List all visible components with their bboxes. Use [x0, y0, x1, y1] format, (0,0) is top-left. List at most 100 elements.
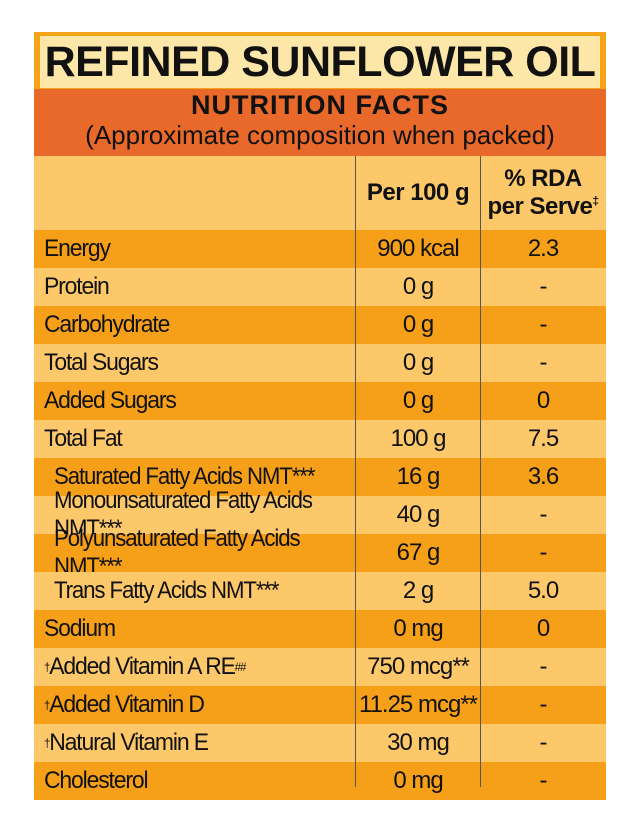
- per-100g-amount: 0 mg: [393, 615, 443, 642]
- per-100g-value: 30 mg: [355, 724, 481, 762]
- per-100g-value: 0 g: [355, 268, 481, 306]
- column-header-rda-text: % RDA per Serve‡: [480, 165, 606, 221]
- per-100g-value: 900 kcal: [355, 230, 481, 268]
- per-100g-amount: 16 g: [396, 463, 441, 490]
- nutrition-facts-header: NUTRITION FACTS (Approximate composition…: [34, 89, 606, 156]
- column-header-rda-mark: ‡: [592, 194, 599, 208]
- per-100g-amount: 0 mg: [393, 767, 443, 794]
- per-100g-amount: 900 kcal: [377, 235, 459, 262]
- rda-value: 0: [536, 387, 550, 414]
- per-100g-mark: **: [452, 653, 470, 680]
- column-header-rda-line1: % RDA: [504, 165, 582, 192]
- per-100g-value: 16 g: [355, 458, 481, 496]
- column-header-per-100g-label: Per 100 g: [366, 179, 470, 206]
- table-row: Protein 0 g -: [34, 268, 606, 306]
- per-100g-value: 100 g: [355, 420, 481, 458]
- nutrient-name: † Added Vitamin D: [44, 691, 205, 718]
- per-100g-amount: 100 g: [390, 425, 446, 452]
- nutrient-name: † Added Vitamin A RE ##: [44, 653, 246, 680]
- table-row: Added Sugars 0 g 0: [34, 382, 606, 420]
- table-header-row: Per 100 g % RDA per Serve‡: [34, 156, 606, 230]
- per-100g-amount: 67 g: [396, 539, 441, 566]
- nutrition-facts-heading: NUTRITION FACTS: [191, 90, 449, 120]
- table-row: Cholesterol 0 mg -: [34, 762, 606, 800]
- nutrient-name: Total Sugars: [44, 344, 369, 382]
- table-row: Energy 900 kcal 2.3: [34, 230, 606, 268]
- per-100g-amount: 30 mg: [387, 729, 450, 756]
- product-title: REFINED SUNFLOWER OIL: [40, 36, 600, 88]
- per-100g-value: 67 g: [355, 534, 481, 572]
- per-100g-value: 40 g: [355, 496, 481, 534]
- per-100g-value: 0 mg: [355, 610, 481, 648]
- per-100g-amount: 11.25 mcg: [359, 691, 461, 718]
- nutrient-label: Cholesterol: [44, 767, 149, 794]
- rda-value: -: [539, 273, 548, 300]
- rda-value: -: [539, 767, 548, 794]
- nutrient-name: Cholesterol: [44, 762, 369, 800]
- per-100g-value: 2 g: [355, 572, 481, 610]
- nutrient-name: Added Sugars: [44, 382, 369, 420]
- table-row: Total Fat 100 g 7.5: [34, 420, 606, 458]
- table-row: † Added Vitamin D 11.25 mcg ** -: [34, 686, 606, 724]
- rda-value: -: [539, 729, 548, 756]
- table-row: Sodium 0 mg 0: [34, 610, 606, 648]
- rda-value: 0: [536, 615, 550, 642]
- nutrient-name: Saturated Fatty Acids NMT***: [54, 458, 369, 496]
- nutrient-label: Added Sugars: [44, 387, 177, 414]
- nutrient-label: Sodium: [44, 615, 116, 642]
- rda-value: 3.6: [527, 463, 559, 490]
- nutrient-name: Total Fat: [44, 420, 369, 458]
- rda-value: 2.3: [527, 235, 559, 262]
- nutrient-name: Energy: [44, 230, 369, 268]
- nutrient-label: Total Fat: [44, 425, 123, 452]
- nutrient-name: Carbohydrate: [44, 306, 369, 344]
- per-100g-amount: 750 mcg: [367, 653, 453, 680]
- rda-value: 5.0: [527, 577, 559, 604]
- per-100g-value: 0 g: [355, 344, 481, 382]
- nutrient-label: Added Vitamin A RE: [49, 653, 236, 680]
- rda-value: -: [539, 501, 548, 528]
- rda-value: -: [539, 349, 548, 376]
- per-100g-value: 750 mcg **: [355, 648, 481, 686]
- rda-value: -: [539, 539, 548, 566]
- column-header-rda: % RDA per Serve‡: [480, 156, 606, 230]
- nutrient-label: Carbohydrate: [44, 311, 170, 338]
- nutrient-name: Sodium: [44, 610, 369, 648]
- nutrient-name: Protein: [44, 268, 369, 306]
- rda-value: -: [539, 311, 548, 338]
- nutrient-label: Polyunsaturated Fatty Acids NMT***: [54, 525, 301, 580]
- nutrient-label: Added Vitamin D: [49, 691, 205, 718]
- column-header-rda-line2: per Serve‡: [480, 193, 606, 221]
- rda-value: -: [539, 691, 548, 718]
- nutrient-label: Saturated Fatty Acids NMT***: [54, 463, 316, 490]
- per-100g-amount: 0 g: [402, 273, 434, 300]
- per-100g-amount: 0 g: [402, 311, 434, 338]
- nutrient-label: Natural Vitamin E: [49, 729, 209, 756]
- per-100g-value: 0 mg: [355, 762, 481, 800]
- per-100g-value: 11.25 mcg **: [355, 686, 481, 724]
- nutrient-name: Trans Fatty Acids NMT***: [54, 572, 369, 610]
- column-header-per-100g: Per 100 g: [355, 156, 481, 230]
- nutrient-name: Polyunsaturated Fatty Acids NMT***: [54, 525, 369, 580]
- rda-value: -: [539, 653, 548, 680]
- table-row: † Natural Vitamin E 30 mg -: [34, 724, 606, 762]
- nutrient-label: Total Sugars: [44, 349, 159, 376]
- per-100g-amount: 40 g: [396, 501, 441, 528]
- table-row: Carbohydrate 0 g -: [34, 306, 606, 344]
- nutrition-facts-subheading: (Approximate composition when packed): [85, 120, 555, 150]
- table-row: Trans Fatty Acids NMT*** 2 g 5.0: [34, 572, 606, 610]
- rda-value: 7.5: [527, 425, 559, 452]
- table-row: Saturated Fatty Acids NMT*** 16 g 3.6: [34, 458, 606, 496]
- nutrient-name: † Natural Vitamin E: [44, 729, 209, 756]
- nutrition-table: Per 100 g % RDA per Serve‡ Energy 900 kca…: [34, 156, 606, 800]
- table-row: Total Sugars 0 g -: [34, 344, 606, 382]
- column-divider: [355, 156, 356, 787]
- per-100g-mark: **: [460, 691, 478, 718]
- per-100g-amount: 2 g: [402, 577, 434, 604]
- per-100g-amount: 0 g: [402, 387, 434, 414]
- table-row: † Added Vitamin A RE ## 750 mcg ** -: [34, 648, 606, 686]
- table-body: Energy 900 kcal 2.3 Protein 0 g - Carbohydrate…: [34, 230, 606, 800]
- per-100g-value: 0 g: [355, 382, 481, 420]
- column-divider: [480, 156, 481, 787]
- nutrient-label: Energy: [44, 235, 111, 262]
